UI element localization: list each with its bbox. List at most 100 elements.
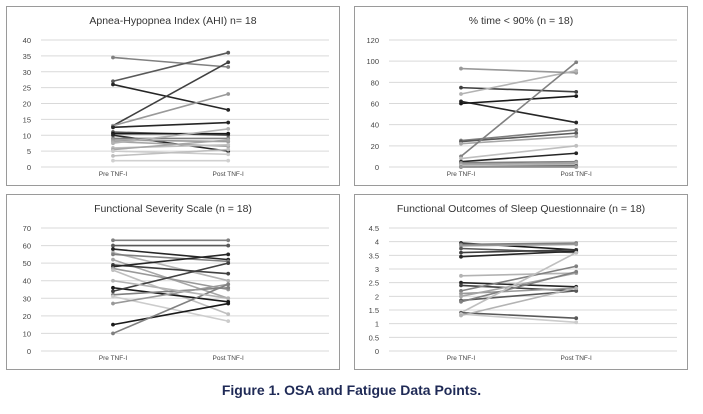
data-point [226,131,231,136]
series-8 [459,134,579,146]
y-tick-label: 100 [366,57,379,66]
data-point [226,92,231,96]
data-point [226,138,231,142]
data-point [111,252,115,257]
series-1 [459,66,579,75]
data-point [459,165,463,169]
series-13 [111,127,231,146]
data-point [226,312,231,316]
data-point [111,278,115,283]
series-line [460,164,577,167]
chart-panel-fss: Functional Severity Scale (n = 18) 0 10 20… [6,194,340,370]
data-point [226,285,231,290]
data-point [459,280,463,285]
data-point [226,142,231,147]
y-tick-label: 70 [23,224,31,233]
series-4 [111,60,231,128]
y-tick-label: 40 [23,277,31,286]
data-point [574,94,579,98]
y-tick-label: 60 [23,242,31,251]
data-point [459,294,463,299]
data-point [111,331,115,336]
series-line [460,265,577,292]
y-tick-label: 2 [375,292,379,301]
series-line [460,95,577,105]
series-line [112,61,229,127]
x-tick-label: Pre TNF-I [99,355,128,362]
data-point [226,282,231,287]
series-line [460,67,577,74]
data-point [574,250,579,255]
series-18 [111,158,231,163]
data-point [226,65,231,69]
series-line [460,287,577,317]
data-point [111,294,115,299]
series-2 [111,50,231,84]
data-point [459,92,463,96]
data-point [574,128,579,132]
data-point [226,243,231,248]
series-18 [459,286,579,318]
data-point [574,288,579,293]
y-tick-label: 0 [375,347,379,356]
data-point [459,254,463,259]
data-point [574,320,579,325]
data-point [226,278,231,283]
data-point [226,60,231,65]
chart-panel-fosq: Functional Outcomes of Sleep Questionnai… [354,194,688,370]
series-1 [111,238,231,243]
series-11 [111,285,231,304]
data-point [111,301,115,306]
series-10 [459,143,579,161]
series-line [460,129,577,142]
series-6 [111,120,231,130]
series-line [112,253,229,263]
series-9 [459,60,579,159]
series-line [460,311,577,319]
x-tick-label: Post TNF-I [213,171,244,178]
data-point [226,238,231,243]
series-line [460,86,577,93]
y-tick-label: 20 [23,312,31,321]
y-tick-label: 5 [27,147,31,156]
data-point [574,120,579,125]
x-tick-label: Pre TNF-I [447,171,476,178]
series-line [460,100,577,124]
data-point [574,242,579,247]
series-line [112,121,229,129]
data-point [111,257,115,262]
data-point [111,55,115,60]
data-point [111,268,115,273]
series-line [112,262,229,293]
y-tick-label: 120 [366,36,379,45]
series-line [460,160,577,164]
series-line [112,264,229,275]
data-point [574,68,579,73]
series-line [112,51,229,83]
series-line [460,270,577,303]
chart-plot: 0 20 40 60 80 100 120 Pre TNF-I Post TNF-I [366,36,677,178]
series-line [460,161,577,166]
y-tick-label: 3.5 [369,251,379,260]
y-tick-label: 60 [371,100,379,109]
data-point [226,107,231,112]
series-line [460,243,577,247]
chart-plot: 0 10 20 30 40 50 60 70 Pre TNF-I Post TNF-I [23,224,329,362]
data-point [574,286,579,291]
series-line [112,128,229,144]
data-point [111,285,115,290]
series-line [460,250,577,258]
series-line [460,242,577,246]
series-18 [111,278,231,301]
series-line [112,286,229,296]
series-line [112,93,229,127]
data-point [459,313,463,318]
data-point [459,243,463,248]
y-tick-label: 40 [371,121,379,130]
y-tick-label: 4 [375,238,379,247]
data-point [574,143,579,148]
data-point [574,131,579,136]
y-tick-label: 50 [23,259,31,268]
chart-title: Functional Severity Scale (n = 18) [94,203,252,215]
series-16 [111,301,231,327]
